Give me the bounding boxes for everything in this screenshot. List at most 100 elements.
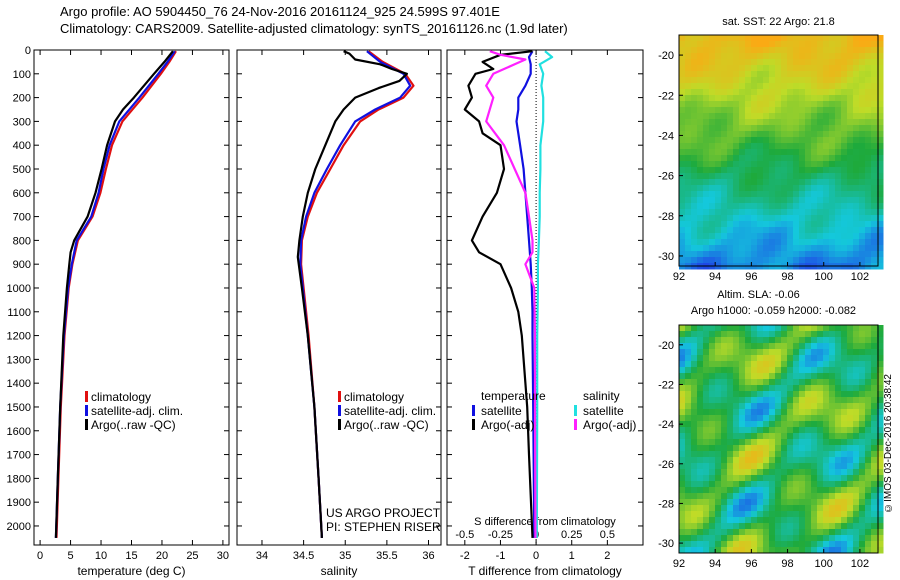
salinity-diff-tick-label: -0.25 <box>488 529 513 541</box>
differences-series-sat_s <box>535 50 554 538</box>
map-lon-tick-label: 94 <box>709 271 721 283</box>
legend-swatch <box>472 419 475 430</box>
legend-swatch <box>574 405 577 416</box>
salinity-diff-tick-label: 0.5 <box>600 529 615 541</box>
map-lon-tick-label: 102 <box>851 558 869 570</box>
sst-map-panel: 92 94 96 98 100 102 -20 -22 -24 -26 -28 -30 sat. SST… <box>658 16 884 283</box>
salinity-xtick-label: 34 <box>256 550 268 562</box>
map-lat-tick-label: -24 <box>658 130 674 142</box>
legend-label: climatology <box>91 390 151 404</box>
depth-tick-label: 600 <box>13 188 31 200</box>
legend-label: Argo(..raw -QC) <box>344 418 429 432</box>
legend-swatch <box>574 419 577 430</box>
salinity-xtick-label: 34.5 <box>293 550 314 562</box>
map-lat-tick-label: -22 <box>658 379 674 391</box>
temperature-xtick-label: 15 <box>125 550 137 562</box>
differences-axes-box <box>446 49 644 546</box>
depth-tick-label: 1900 <box>7 497 31 509</box>
sst-map-frame <box>678 34 879 267</box>
legend-label: Argo(..raw -QC) <box>91 418 176 432</box>
temperature-xtick-label: 0 <box>37 550 43 562</box>
map-lon-tick-label: 92 <box>673 271 685 283</box>
legend-label: Argo(-adj) <box>583 418 636 432</box>
temperature-axes-box <box>33 49 230 546</box>
map-lat-tick-label: -30 <box>658 251 674 263</box>
temperature-xtick-label: 30 <box>217 550 229 562</box>
project-annotation: US ARGO PROJECT <box>326 506 441 520</box>
salinity-panel: 34 34.5 35 35.5 36 salinity climatologysatelli… <box>236 49 442 578</box>
depth-tick-label: 100 <box>13 69 31 81</box>
depth-tick-label: 1600 <box>7 426 31 438</box>
map-lat-tick-label: -28 <box>658 211 674 223</box>
map-lat-tick-label: -22 <box>658 90 674 102</box>
differences-series-sat <box>515 50 536 538</box>
depth-tick-label: 300 <box>13 116 31 128</box>
depth-tick-label: 500 <box>13 164 31 176</box>
legend-swatch <box>338 419 341 430</box>
differences-xtick-label: 1 <box>569 550 575 562</box>
sst-map-field <box>679 35 884 270</box>
map-lon-tick-label: 100 <box>815 558 833 570</box>
temperature-xtick-label: 20 <box>156 550 168 562</box>
differences-xtick-label: 0 <box>533 550 539 562</box>
differences-xtick-label: 2 <box>604 550 610 562</box>
depth-tick-label: 200 <box>13 93 31 105</box>
map-lat-tick-label: -26 <box>658 459 674 471</box>
salinity-xtick-label: 36 <box>422 550 434 562</box>
salinity-diff-tick-label: -0.5 <box>455 529 474 541</box>
differences-xtick-label: -1 <box>496 550 506 562</box>
map-lon-tick-label: 96 <box>745 558 757 570</box>
legend-label: climatology <box>344 390 404 404</box>
map-lat-tick-label: -26 <box>658 171 674 183</box>
legend-label: satellite-adj. clim. <box>344 404 436 418</box>
depth-tick-label: 2000 <box>7 521 31 533</box>
sla-map-title: Altim. SLA: -0.06 <box>717 289 800 301</box>
salinity-axes-box <box>236 49 442 546</box>
depth-tick-label: 700 <box>13 212 31 224</box>
depth-tick-label: 1300 <box>7 354 31 366</box>
depth-tick-label: 1400 <box>7 378 31 390</box>
map-lon-tick-label: 94 <box>709 558 721 570</box>
map-lon-tick-label: 100 <box>815 271 833 283</box>
figure-title-line2: Climatology: CARS2009. Satellite-adjuste… <box>60 21 568 36</box>
sst-map-title: sat. SST: 22 Argo: 21.8 <box>722 16 835 28</box>
sla-map-subtitle: Argo h1000: -0.059 h2000: -0.082 <box>691 305 856 317</box>
project-annotation: PI: STEPHEN RISER <box>326 520 441 534</box>
salinity-xtick-label: 35.5 <box>376 550 397 562</box>
legend-label: satellite-adj. clim. <box>91 404 183 418</box>
depth-tick-label: 1800 <box>7 473 31 485</box>
differences-series-argo_s <box>485 50 537 538</box>
legend-swatch <box>85 405 88 416</box>
sla-map-panel: 92 94 96 98 100 102 -20 -22 -24 -26 -28 -30 Altim. S… <box>658 289 884 570</box>
map-lon-tick-label: 98 <box>781 558 793 570</box>
map-lon-tick-label: 102 <box>851 271 869 283</box>
temperature-series-argo <box>54 50 174 538</box>
map-lat-tick-label: -20 <box>658 50 674 62</box>
depth-tick-label: 1000 <box>7 283 31 295</box>
map-lat-tick-label: -30 <box>658 538 674 550</box>
legend-swatch <box>338 391 341 402</box>
depth-tick-label: 400 <box>13 140 31 152</box>
map-lon-tick-label: 92 <box>673 558 685 570</box>
depth-tick-label: 800 <box>13 235 31 247</box>
depth-tick-label: 1200 <box>7 331 31 343</box>
map-lon-tick-label: 96 <box>745 271 757 283</box>
differences-xlabel: T difference from climatology <box>468 564 622 578</box>
map-lat-tick-label: -24 <box>658 419 674 431</box>
salinity-diff-tick-label: 0.25 <box>561 529 582 541</box>
legend-label: Argo(-adj) <box>481 418 534 432</box>
legend-swatch <box>85 419 88 430</box>
depth-tick-label: 1500 <box>7 402 31 414</box>
depth-tick-label: 1100 <box>7 307 31 319</box>
salinity-xtick-label: 35 <box>339 550 351 562</box>
salinity-series-argo <box>296 50 408 538</box>
salinity-diff-xlabel: S difference from climatology <box>474 516 616 528</box>
temperature-panel: 0100200300400500600700800900100011001200… <box>7 45 230 578</box>
depth-tick-label: 1700 <box>7 450 31 462</box>
temperature-xtick-label: 25 <box>186 550 198 562</box>
legend-swatch <box>85 391 88 402</box>
sla-map-frame <box>678 324 879 554</box>
differences-xtick-label: -2 <box>460 550 470 562</box>
temperature-xtick-label: 5 <box>68 550 74 562</box>
